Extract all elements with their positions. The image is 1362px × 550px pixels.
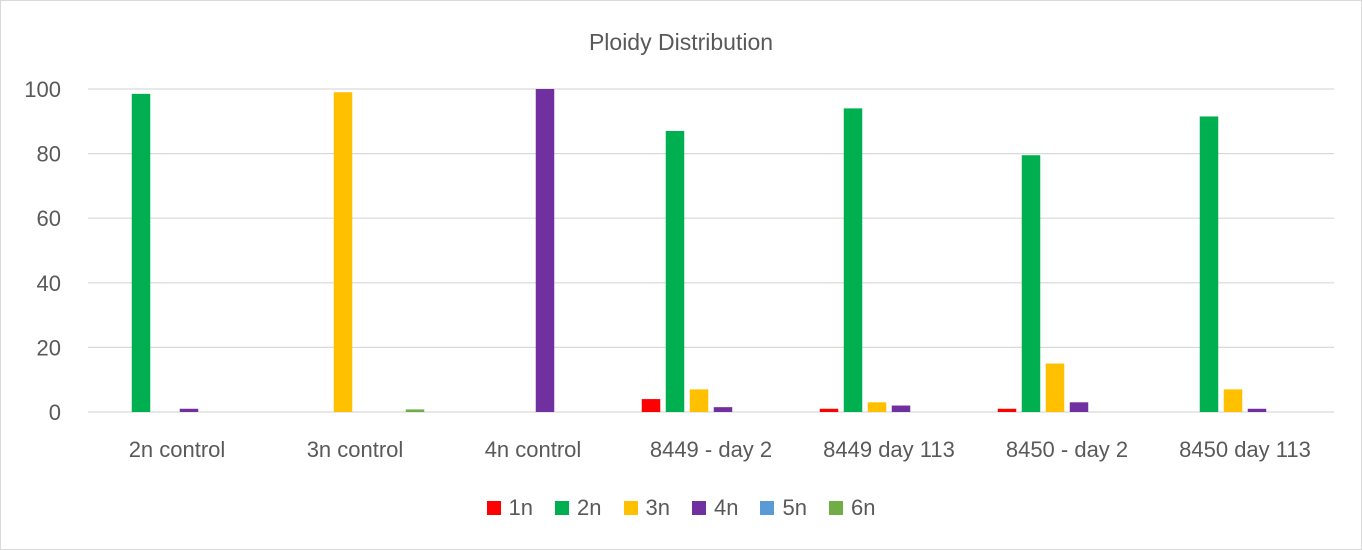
bar-1n <box>641 399 661 412</box>
bar-4n <box>891 405 911 412</box>
bar-4n <box>1069 402 1089 412</box>
bar-3n <box>689 389 709 412</box>
bar-2n <box>843 108 863 412</box>
y-tick-label: 80 <box>37 142 61 167</box>
x-tick-label: 4n control <box>485 437 582 462</box>
legend-label: 3n <box>645 495 670 520</box>
x-tick-label: 8449 day 113 <box>823 437 955 462</box>
bar-3n <box>867 402 887 412</box>
bar-1n <box>997 408 1017 412</box>
bar-1n <box>819 408 839 412</box>
y-tick-label: 100 <box>24 77 61 102</box>
legend-item-1n: 1n <box>486 495 534 521</box>
bar-6n <box>405 409 425 412</box>
bar-2n <box>1021 155 1041 412</box>
legend-label: 4n <box>714 495 739 520</box>
x-tick-label: 2n control <box>129 437 226 462</box>
legend-swatch <box>692 501 706 515</box>
y-tick-label: 60 <box>37 206 61 231</box>
bar-4n <box>179 408 199 412</box>
legend-item-6n: 6n <box>828 495 876 521</box>
legend-item-4n: 4n <box>692 495 738 521</box>
y-tick-label: 0 <box>49 400 61 425</box>
x-tick-label: 8450 - day 2 <box>1006 437 1128 462</box>
legend-label: 2n <box>577 495 602 520</box>
legend-item-3n: 3n <box>623 495 670 521</box>
bar-3n <box>333 92 353 412</box>
legend-swatch <box>623 501 638 515</box>
chart-title: Ploidy Distribution <box>588 29 774 55</box>
x-tick-label: 8450 day 113 <box>1179 437 1311 462</box>
legend-swatch <box>555 501 570 515</box>
legend-label: 6n <box>850 495 876 520</box>
legend-item-2n: 2n <box>555 495 602 521</box>
bar-4n <box>535 89 555 412</box>
bar-4n <box>1247 408 1267 412</box>
bar-3n <box>1045 363 1065 412</box>
bar-2n <box>1199 116 1219 412</box>
y-tick-label: 20 <box>37 335 61 360</box>
x-tick-label: 3n control <box>307 437 404 462</box>
legend-label: 1n <box>508 495 534 520</box>
legend-swatch <box>828 501 843 515</box>
legend-item-5n: 5n <box>760 495 807 521</box>
legend-swatch <box>760 501 775 515</box>
x-tick-label: 8449 - day 2 <box>650 437 772 462</box>
legend-swatch <box>486 501 501 515</box>
bar-2n <box>131 93 151 412</box>
y-tick-label: 40 <box>37 271 61 296</box>
chart-legend: 1n 2n 3n 4n 5n 6n <box>1 495 1361 521</box>
legend-label: 5n <box>782 495 807 520</box>
bar-2n <box>665 130 685 413</box>
bar-4n <box>713 407 733 412</box>
bar-3n <box>1223 389 1243 412</box>
